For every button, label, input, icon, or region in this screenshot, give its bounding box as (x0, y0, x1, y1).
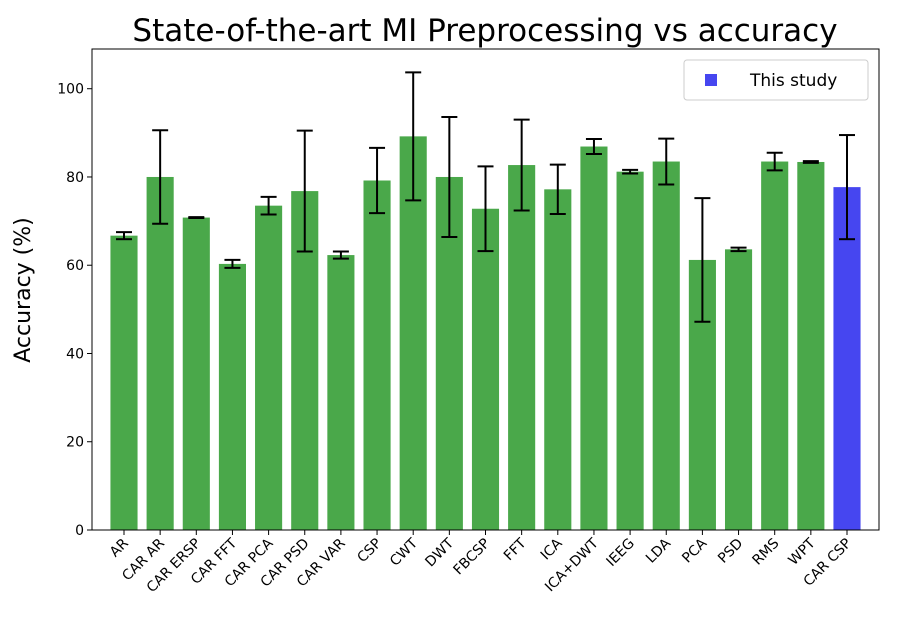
plot-frame (91, 48, 880, 531)
error-bar-19 (802, 160, 819, 164)
x-tick-label: WPT (786, 535, 819, 568)
bar-2 (182, 217, 210, 530)
error-bar-13 (585, 138, 602, 156)
bar-4 (255, 205, 283, 530)
bar-12 (544, 189, 572, 530)
bar-13 (580, 146, 608, 530)
bar-11 (508, 165, 536, 530)
bar-8 (399, 136, 427, 530)
error-bar-12 (549, 163, 566, 216)
y-axis-label: Accuracy (%) (11, 217, 36, 363)
y-tick-label: 80 (66, 170, 84, 186)
bar-18 (761, 161, 789, 530)
bars (110, 136, 861, 531)
y-tick-label: 60 (66, 258, 84, 274)
error-bar-2 (188, 216, 205, 220)
bar-14 (616, 171, 644, 530)
error-bar-20 (839, 134, 855, 241)
y-tick-label: 40 (66, 346, 84, 362)
x-tick-label: FBCSP (451, 536, 494, 579)
error-bar-7 (369, 146, 386, 215)
x-tick-label: CWT (387, 535, 421, 569)
x-tick-label: CSP (354, 536, 384, 566)
bar-7 (363, 180, 391, 530)
bar-15 (652, 161, 680, 530)
x-tick-label: AR (107, 535, 132, 560)
error-bar-5 (296, 129, 313, 253)
x-tick-label: PCA (679, 535, 710, 566)
error-bar-15 (658, 137, 675, 186)
error-bar-1 (152, 129, 169, 225)
error-bar-4 (260, 195, 277, 216)
error-bar-10 (477, 165, 494, 253)
legend: This study (683, 59, 869, 101)
y-tick-label: 20 (66, 435, 84, 451)
error-bar-18 (766, 151, 783, 172)
bar-10 (471, 208, 500, 531)
error-bar-14 (622, 168, 639, 175)
legend-label: This study (749, 71, 837, 91)
error-bar-8 (405, 71, 422, 202)
chart-title: State-of-the-art MI Preprocessing vs acc… (132, 13, 837, 49)
bar-6 (327, 255, 355, 530)
y-tick-label: 0 (75, 523, 84, 539)
x-tick-label: ICA (538, 535, 566, 563)
error-bar-11 (513, 118, 530, 212)
legend-swatch (705, 74, 717, 86)
error-bar-17 (730, 246, 747, 253)
bar-0 (110, 235, 138, 530)
y-tick-label: 100 (57, 82, 84, 98)
x-tick-label: PSD (715, 536, 746, 567)
y-axis-ticks: 0 20 40 60 80 100 (57, 82, 92, 539)
error-bars (116, 71, 855, 323)
error-bar-6 (332, 250, 349, 260)
legend-box (683, 59, 869, 101)
error-bar-3 (224, 258, 241, 269)
bar-17 (724, 249, 753, 530)
bar-20 (833, 187, 861, 530)
error-bar-9 (441, 115, 458, 238)
error-bar-16 (694, 197, 711, 323)
bar-3 (218, 263, 246, 530)
bar-19 (797, 161, 825, 530)
x-tick-label: IEEG (604, 536, 638, 570)
bar-1 (146, 176, 174, 530)
x-tick-label: LDA (643, 535, 674, 566)
x-tick-label: RMS (750, 535, 783, 568)
x-tick-label: FFT (501, 535, 530, 564)
error-bar-0 (116, 231, 132, 241)
